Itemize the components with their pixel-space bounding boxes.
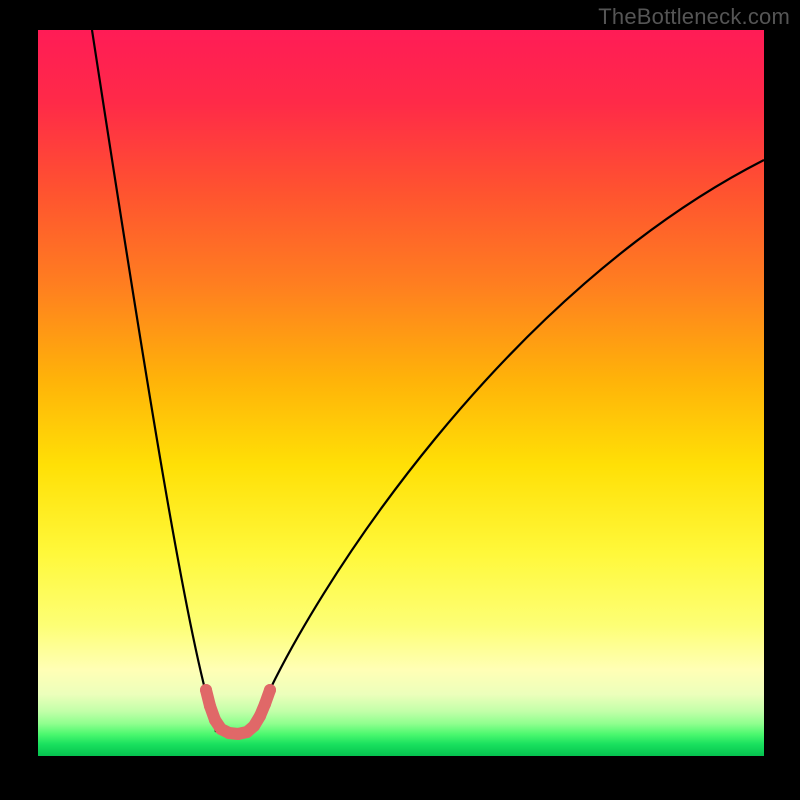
watermark-text: TheBottleneck.com bbox=[598, 4, 790, 30]
trough-marker-dot bbox=[204, 700, 216, 712]
trough-marker-dot bbox=[254, 710, 266, 722]
chart-canvas bbox=[0, 0, 800, 800]
stage: TheBottleneck.com bbox=[0, 0, 800, 800]
trough-marker-dot bbox=[259, 698, 271, 710]
plot-area bbox=[38, 30, 764, 756]
trough-marker-dot bbox=[248, 720, 260, 732]
trough-marker-dot bbox=[200, 684, 212, 696]
trough-marker-dot bbox=[264, 684, 276, 696]
plot-background bbox=[38, 30, 764, 756]
